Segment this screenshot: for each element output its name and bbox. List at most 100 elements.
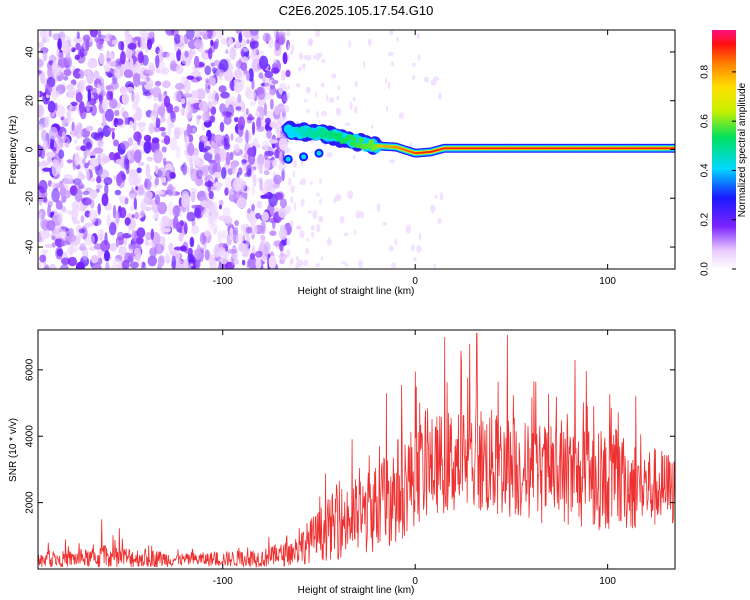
faint-blob (300, 178, 307, 185)
noise-blob (215, 38, 220, 46)
noise-blob (118, 245, 127, 256)
noise-blob (128, 172, 137, 186)
noise-blob (144, 206, 152, 212)
trace-point (456, 147, 459, 150)
noise-blob (205, 80, 211, 94)
trace-point (403, 148, 406, 151)
noise-blob (208, 162, 218, 176)
noise-blob (210, 77, 216, 86)
noise-blob (207, 91, 213, 102)
noise-blob (264, 71, 274, 79)
colorbar: 0.0 0.2 0.4 0.6 0.8 Normalized spectral ampl… (700, 30, 748, 276)
noise-blob (173, 90, 182, 102)
trace-point (540, 147, 543, 150)
noise-blob (129, 252, 136, 257)
trace-point (552, 147, 555, 150)
trace-point (351, 136, 357, 142)
noise-blob (184, 248, 194, 255)
noise-blob (129, 193, 136, 200)
noise-blob (145, 163, 151, 178)
noise-blob (181, 107, 185, 117)
faint-blob (293, 202, 297, 211)
snr-x-ticks: -100 0 100 (213, 330, 616, 587)
faint-blob (413, 257, 417, 262)
noise-blob (186, 30, 195, 40)
noise-blob (120, 173, 127, 181)
noise-blob (162, 80, 171, 89)
trace-point (500, 147, 503, 150)
signal-trace (281, 120, 675, 164)
noise-blob (167, 123, 172, 137)
noise-blob (259, 55, 269, 70)
faint-blob (288, 177, 292, 187)
noise-blob (182, 93, 193, 99)
noise-blobs (38, 30, 444, 269)
noise-blob (217, 264, 226, 269)
trace-point (536, 147, 539, 150)
faint-blob (411, 75, 416, 80)
noise-blob (201, 135, 208, 142)
trace-point (600, 147, 603, 150)
noise-blob (42, 138, 48, 151)
trace-point (316, 150, 322, 156)
noise-blob (58, 149, 65, 159)
noise-blob (201, 199, 207, 206)
noise-blob (102, 97, 109, 112)
trace-point (463, 147, 466, 150)
faint-blob (312, 210, 318, 219)
noise-blob (255, 212, 261, 220)
noise-blob (86, 100, 91, 113)
noise-blob (179, 35, 185, 43)
noise-blob (63, 173, 73, 183)
trace-point (656, 147, 659, 150)
noise-blob (223, 115, 232, 125)
trace-point (439, 148, 442, 151)
noise-blob (212, 99, 218, 106)
noise-blob (75, 42, 81, 51)
noise-blob (187, 142, 195, 156)
noise-blob (229, 46, 237, 60)
faint-blob (336, 95, 340, 101)
trace-point (546, 147, 550, 150)
noise-blob (241, 48, 245, 57)
trace-point (418, 151, 421, 154)
noise-blob (111, 39, 119, 46)
noise-blob (143, 77, 154, 90)
trace-point (443, 147, 446, 150)
noise-blob (97, 247, 102, 259)
noise-blob (224, 215, 233, 227)
noise-blob (53, 227, 64, 240)
noise-blob (138, 124, 146, 133)
noise-blob (161, 146, 167, 153)
noise-blob (97, 257, 103, 266)
noise-blob (280, 251, 284, 258)
faint-blob (303, 66, 306, 71)
faint-blob (316, 223, 321, 233)
noise-blob (201, 124, 206, 131)
trace-point (517, 147, 520, 150)
noise-blob (78, 174, 86, 180)
trace-point (441, 147, 444, 150)
faint-blob (326, 152, 333, 158)
noise-blob (188, 258, 196, 264)
noise-blob (170, 110, 177, 123)
noise-blob (89, 30, 98, 38)
trace-point (491, 147, 494, 150)
faint-blob (290, 257, 294, 265)
snr-panel: -100 0 100 2000 4000 6000 Height of straight… (8, 329, 676, 596)
noise-blob (225, 151, 231, 166)
faint-blob (315, 52, 321, 61)
noise-blob (85, 141, 93, 150)
noise-blob (109, 61, 117, 67)
noise-blob (174, 82, 185, 91)
noise-blob (87, 60, 97, 69)
noise-blob (221, 37, 228, 45)
noise-blob (127, 223, 132, 236)
faint-blob (315, 92, 318, 99)
faint-blob (319, 52, 323, 58)
noise-blob (172, 205, 181, 217)
noise-blob (98, 94, 102, 102)
noise-blob (41, 161, 50, 166)
noise-blob (108, 152, 116, 161)
